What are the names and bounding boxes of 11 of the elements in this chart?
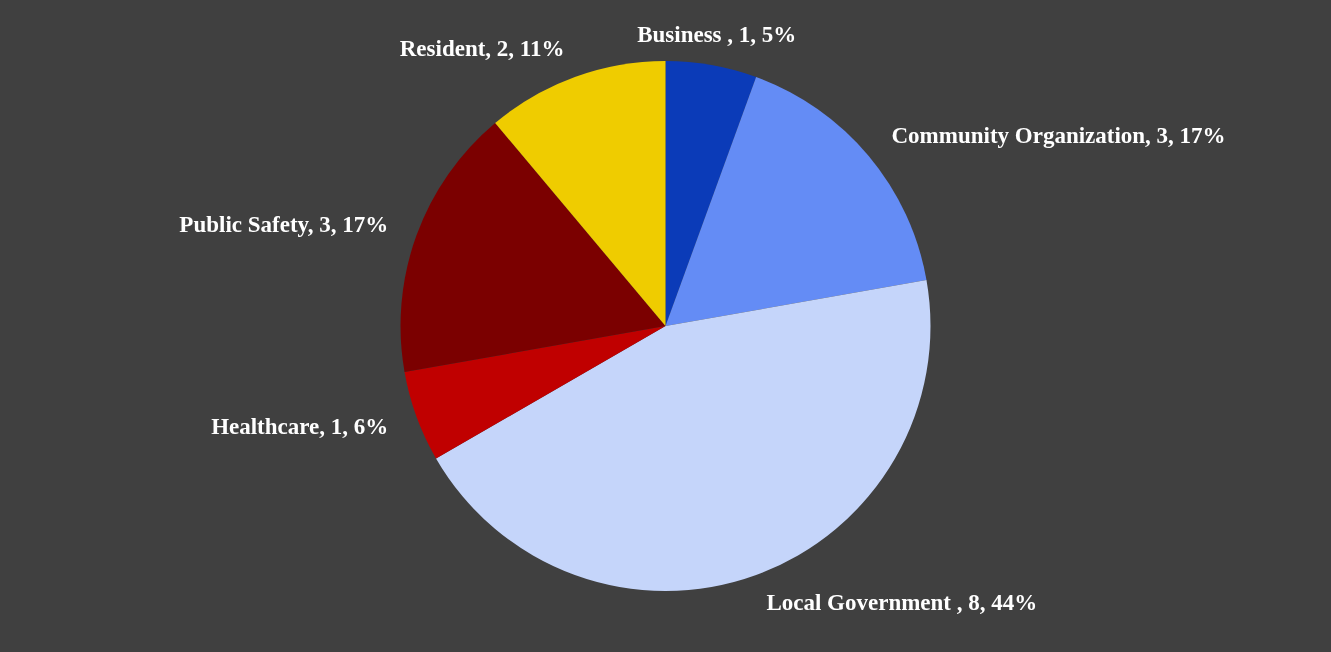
- pie-slice: [495, 61, 666, 326]
- pie-slice: [665, 61, 757, 326]
- slice-label: Public Safety, 3, 17%: [179, 212, 389, 238]
- pie-slice: [400, 123, 666, 373]
- pie-slice: [436, 279, 931, 591]
- pie-slice: [404, 326, 666, 459]
- slice-label: Business , 1, 5%: [637, 22, 797, 48]
- slice-label: Community Organization, 3, 17%: [891, 123, 1226, 149]
- slice-label: Resident, 2, 11%: [399, 35, 565, 61]
- slice-label: Local Government , 8, 44%: [766, 590, 1038, 616]
- slice-label: Healthcare, 1, 6%: [211, 413, 389, 439]
